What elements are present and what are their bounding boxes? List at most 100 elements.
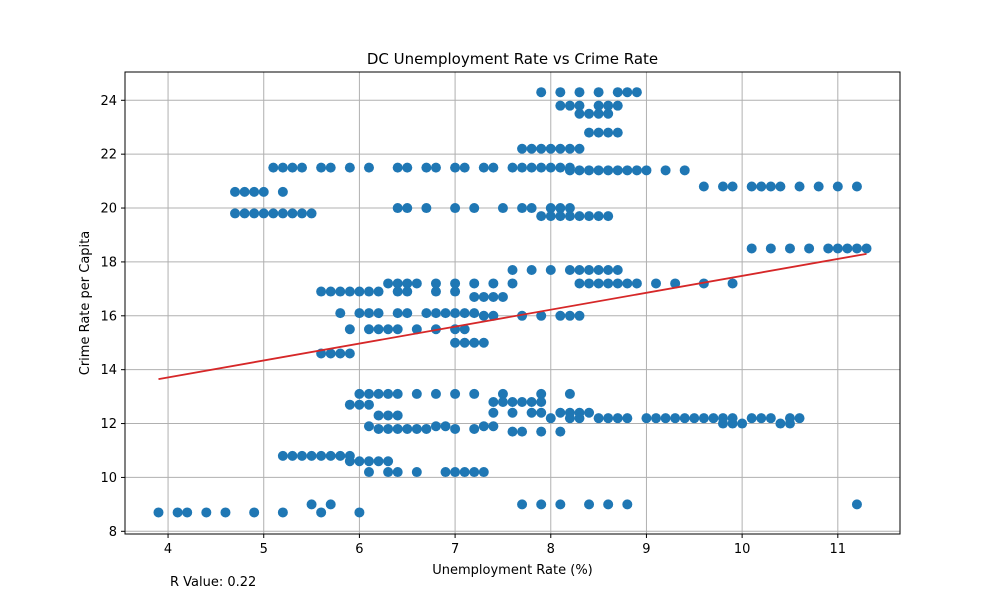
y-tick-label: 24 <box>100 94 117 109</box>
data-point <box>564 413 575 424</box>
data-point <box>574 413 585 424</box>
r-value-annotation: R Value: 0.22 <box>170 575 256 590</box>
data-point <box>727 181 738 192</box>
grid-lines <box>125 72 900 534</box>
data-point <box>555 87 566 98</box>
data-point <box>287 208 298 219</box>
data-point <box>459 467 470 478</box>
data-point <box>220 507 231 518</box>
data-point <box>488 407 499 418</box>
data-point <box>411 388 422 399</box>
data-point <box>536 388 547 399</box>
data-point <box>698 181 709 192</box>
data-point <box>469 388 480 399</box>
data-point <box>851 499 862 510</box>
scatter-points <box>153 87 872 518</box>
data-point <box>344 286 355 297</box>
data-point <box>555 310 566 321</box>
data-point <box>574 265 585 275</box>
data-point <box>555 100 566 111</box>
data-point <box>230 208 241 219</box>
data-point <box>392 162 403 173</box>
data-point <box>354 399 365 410</box>
x-tick-label: 11 <box>830 542 847 557</box>
data-point <box>297 208 308 219</box>
data-point <box>555 162 566 173</box>
data-point <box>564 211 575 222</box>
data-point <box>344 456 355 467</box>
data-point <box>507 426 518 437</box>
regression-line <box>158 252 867 380</box>
data-point <box>555 426 566 437</box>
data-point <box>622 499 633 510</box>
data-point <box>603 413 614 424</box>
data-point <box>450 467 461 478</box>
data-point <box>584 165 595 176</box>
data-point <box>794 413 805 424</box>
x-tick-label: 6 <box>355 542 363 557</box>
data-point <box>717 181 728 192</box>
data-point <box>603 499 614 510</box>
data-point <box>354 388 365 399</box>
data-point <box>277 507 288 518</box>
y-tick-label: 12 <box>100 417 117 432</box>
data-point <box>450 388 461 399</box>
data-point <box>746 181 757 192</box>
data-point <box>383 324 394 335</box>
data-point <box>679 165 690 176</box>
data-point <box>564 143 575 154</box>
data-point <box>430 278 441 289</box>
data-point <box>383 467 394 478</box>
data-point <box>335 348 346 359</box>
data-point <box>765 413 776 424</box>
data-point <box>698 413 709 424</box>
data-point <box>593 108 604 119</box>
data-point <box>689 413 700 424</box>
data-point <box>813 181 824 192</box>
data-point <box>603 265 614 275</box>
data-point <box>421 423 432 434</box>
data-point <box>488 278 499 289</box>
data-point <box>392 203 403 214</box>
data-point <box>536 143 547 154</box>
data-point <box>344 399 355 410</box>
data-point <box>306 499 317 510</box>
data-point <box>564 100 575 111</box>
data-point <box>622 413 633 424</box>
y-tick-label: 16 <box>100 309 117 324</box>
data-point <box>450 423 461 434</box>
data-point <box>153 507 164 518</box>
data-point <box>526 407 537 418</box>
x-tick-label: 10 <box>734 542 751 557</box>
data-point <box>459 308 470 319</box>
data-point <box>469 337 480 348</box>
x-axis-label: Unemployment Rate (%) <box>432 563 593 578</box>
data-point <box>383 423 394 434</box>
data-point <box>325 286 336 297</box>
data-point <box>249 186 260 197</box>
data-point <box>593 278 604 289</box>
data-point <box>459 337 470 348</box>
data-point <box>344 348 355 359</box>
data-point <box>593 87 604 98</box>
data-point <box>497 291 508 302</box>
data-point <box>316 286 327 297</box>
data-point <box>392 388 403 399</box>
data-point <box>564 265 575 275</box>
data-point <box>478 467 489 478</box>
data-point <box>325 348 336 359</box>
data-point <box>325 499 336 510</box>
data-point <box>593 211 604 222</box>
data-point <box>306 208 317 219</box>
data-point <box>450 308 461 319</box>
data-point <box>612 265 623 275</box>
data-point <box>507 278 518 289</box>
data-point <box>555 203 566 214</box>
data-point <box>574 165 585 176</box>
y-tick-label: 10 <box>100 471 117 486</box>
y-tick-label: 8 <box>109 525 117 540</box>
data-point <box>392 410 403 421</box>
data-point <box>335 286 346 297</box>
data-point <box>526 143 537 154</box>
